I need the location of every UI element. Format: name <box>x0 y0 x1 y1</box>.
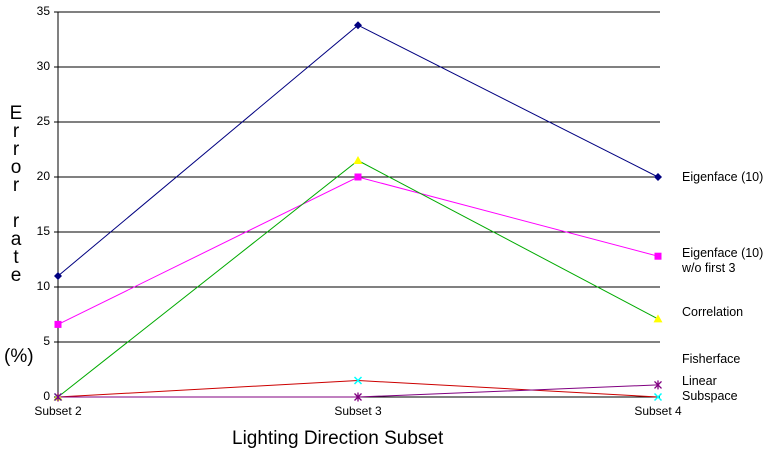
data-point-marker <box>354 173 362 181</box>
legend-linear-line2: Subspace <box>682 389 738 403</box>
x-tick-label: Subset 4 <box>634 404 682 418</box>
y-label-letter: r <box>12 139 20 160</box>
y-label-letter: r <box>12 175 20 196</box>
data-point-marker <box>654 252 662 260</box>
y-axis-unit: (%) <box>4 346 34 367</box>
data-point-marker <box>54 272 62 280</box>
data-point-marker <box>653 392 663 402</box>
y-label-letter: a <box>10 229 22 250</box>
y-tick-label: 35 <box>36 4 50 18</box>
data-point-marker <box>54 392 62 402</box>
legend-linear-subspace: Linear Subspace <box>682 374 738 404</box>
series-lines <box>57 24 659 398</box>
series-line <box>57 176 659 325</box>
y-tick-label: 30 <box>36 59 50 73</box>
y-tick-label: 15 <box>36 224 50 238</box>
x-axis-label: Lighting Direction Subset <box>232 428 444 449</box>
data-point-marker <box>654 380 662 390</box>
y-label-letter: e <box>10 265 22 286</box>
legend-eigenface: Eigenface (10) <box>682 170 764 184</box>
data-point-marker <box>653 314 663 323</box>
y-tick-label: 25 <box>36 114 50 128</box>
data-point-marker <box>354 21 362 30</box>
y-label-letter: o <box>10 157 22 178</box>
y-tick-label: 20 <box>36 169 50 183</box>
y-tick-label: 10 <box>36 279 50 293</box>
y-label-letter: t <box>13 247 19 268</box>
marker-stroke <box>353 376 363 385</box>
axes <box>54 11 660 398</box>
series-markers <box>53 21 663 402</box>
x-tick-label: Subset 3 <box>334 404 382 418</box>
legend-eigenface-wo-line1: Eigenface (10) <box>682 246 764 260</box>
data-point-marker <box>654 173 662 181</box>
series-line <box>57 24 659 277</box>
legend-correlation: Correlation <box>682 305 744 319</box>
y-label-letter: r <box>12 211 20 232</box>
data-point-marker <box>353 376 363 385</box>
x-tick-label: Subset 2 <box>34 404 82 418</box>
y-tick-label: 5 <box>43 334 50 348</box>
legend-eigenface-wo-first3: Eigenface (10) w/o first 3 <box>682 246 763 276</box>
legend-eigenface-wo-line2: w/o first 3 <box>682 261 736 275</box>
data-point-marker <box>354 392 362 402</box>
data-point-marker <box>54 320 62 328</box>
marker-stroke <box>653 392 663 402</box>
y-axis-label: E r r o r r a t e <box>9 103 23 286</box>
legend-fisherface: Fisherface <box>682 352 741 366</box>
y-label-letter: r <box>12 121 20 142</box>
grid-lines <box>58 11 660 343</box>
legend-linear-line1: Linear <box>682 374 717 388</box>
series-line <box>57 159 659 398</box>
data-point-marker <box>353 156 363 164</box>
y-tick-label: 0 <box>43 389 50 403</box>
y-label-letter: E <box>9 103 23 124</box>
